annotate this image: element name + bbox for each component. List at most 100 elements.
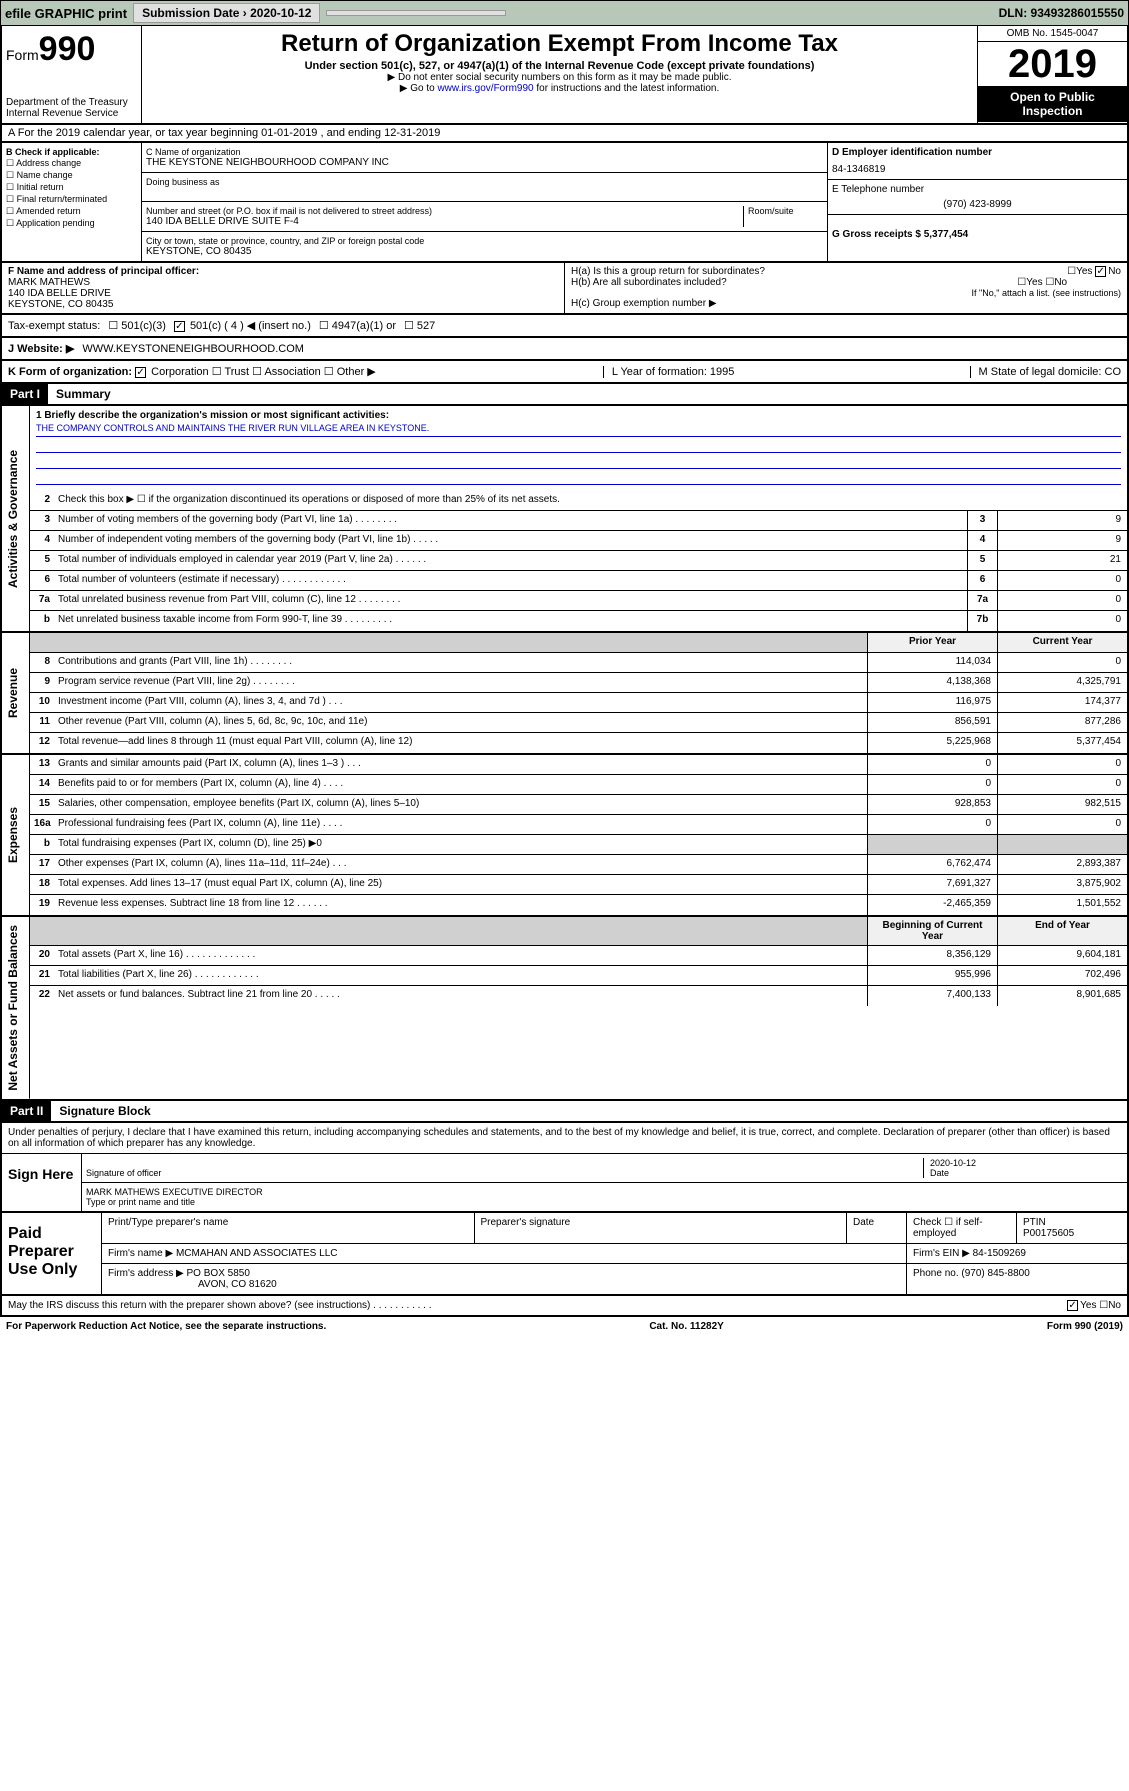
line-2: 2 Check this box ▶ ☐ if the organization…	[30, 491, 1127, 511]
paid-label: Paid Preparer Use Only	[2, 1213, 102, 1294]
sig-date: 2020-10-12	[930, 1158, 976, 1168]
mission-block: 1 Briefly describe the organization's mi…	[30, 406, 1127, 491]
part1-title: Summary	[48, 384, 119, 404]
hb-row: H(b) Are all subordinates included? ☐Yes…	[571, 277, 1121, 288]
paid-fields: Print/Type preparer's name Preparer's si…	[102, 1213, 1127, 1294]
sig-fields: Signature of officer 2020-10-12Date MARK…	[82, 1154, 1127, 1211]
expenses-section: Expenses 13Grants and similar amounts pa…	[0, 755, 1129, 917]
chk-address[interactable]: ☐ Address change	[6, 158, 137, 169]
sig-date-label: Date	[930, 1168, 949, 1178]
form-header: Form990 Department of the Treasury Inter…	[0, 26, 1129, 125]
revenue-tab: Revenue	[2, 633, 30, 753]
firm-name: MCMAHAN AND ASSOCIATES LLC	[176, 1248, 338, 1259]
firm-label: Firm's name ▶	[108, 1248, 173, 1259]
header-mid: Return of Organization Exempt From Incom…	[142, 26, 977, 123]
efile-label: efile GRAPHIC print	[5, 6, 127, 21]
tax-501c3[interactable]: ☐ 501(c)(3)	[108, 319, 166, 332]
blank-button[interactable]	[326, 10, 506, 16]
part1-badge: Part I	[2, 384, 48, 404]
k-corp[interactable]: ✓ Corporation	[135, 366, 209, 378]
paid-preparer-block: Paid Preparer Use Only Print/Type prepar…	[0, 1213, 1129, 1296]
line-a: A For the 2019 calendar year, or tax yea…	[0, 125, 1129, 143]
col-end: End of Year	[997, 917, 1127, 945]
footer-right: Form 990 (2019)	[1047, 1321, 1123, 1332]
k-assoc[interactable]: ☐ Association	[252, 366, 321, 378]
paid-header-line: Print/Type preparer's name Preparer's si…	[102, 1213, 1127, 1244]
k-trust[interactable]: ☐ Trust	[212, 366, 249, 378]
chk-final[interactable]: ☐ Final return/terminated	[6, 194, 137, 205]
line-18: 18Total expenses. Add lines 13–17 (must …	[30, 875, 1127, 895]
department: Department of the Treasury Internal Reve…	[6, 97, 137, 119]
firm-addr2: AVON, CO 81620	[198, 1279, 277, 1290]
address-cell: Number and street (or P.O. box if mail i…	[142, 202, 827, 232]
chk-pending[interactable]: ☐ Application pending	[6, 218, 137, 229]
phone-value: (970) 423-8999	[832, 199, 1123, 210]
ptin-value: P00175605	[1023, 1228, 1074, 1239]
line-b: bTotal fundraising expenses (Part IX, co…	[30, 835, 1127, 855]
line1-label: 1 Briefly describe the organization's mi…	[36, 410, 389, 421]
firm-name-line: Firm's name ▶ MCMAHAN AND ASSOCIATES LLC…	[102, 1244, 1127, 1264]
k-label: K Form of organization:	[8, 366, 132, 378]
line-8: 8Contributions and grants (Part VIII, li…	[30, 653, 1127, 673]
tax-status-row: Tax-exempt status: ☐ 501(c)(3) ✓ 501(c) …	[0, 315, 1129, 338]
form-prefix: Form	[6, 47, 39, 63]
submission-button[interactable]: Submission Date › 2020-10-12	[133, 3, 320, 23]
officer-cell: F Name and address of principal officer:…	[2, 263, 565, 313]
info-grid: B Check if applicable: ☐ Address change …	[0, 143, 1129, 263]
website-label: J Website: ▶	[8, 342, 74, 355]
preparer-date-label: Date	[847, 1213, 907, 1243]
org-name-cell: C Name of organization THE KEYSTONE NEIG…	[142, 143, 827, 173]
website-row: J Website: ▶ WWW.KEYSTONENEIGHBOURHOOD.C…	[0, 338, 1129, 361]
ha-no-check[interactable]: ✓	[1095, 266, 1106, 277]
part2-header: Part II Signature Block	[0, 1101, 1129, 1123]
col-prior: Prior Year	[867, 633, 997, 652]
discuss-row: May the IRS discuss this return with the…	[0, 1296, 1129, 1317]
hc-row: H(c) Group exemption number ▶	[571, 298, 1121, 309]
firm-phone-label: Phone no.	[913, 1268, 959, 1279]
mission-line2	[36, 439, 1121, 453]
discuss-yes[interactable]: ✓	[1067, 1300, 1078, 1311]
rev-header: Prior Year Current Year	[30, 633, 1127, 653]
firm-addr1: PO BOX 5850	[187, 1268, 250, 1279]
self-employed[interactable]: Check ☐ if self-employed	[907, 1213, 1017, 1243]
subtitle-2: ▶ Do not enter social security numbers o…	[150, 72, 969, 83]
tax-527[interactable]: ☐ 527	[404, 319, 435, 332]
chk-name[interactable]: ☐ Name change	[6, 170, 137, 181]
sig-name-title: MARK MATHEWS EXECUTIVE DIRECTOR	[86, 1187, 263, 1197]
instructions-link[interactable]: www.irs.gov/Form990	[437, 83, 533, 94]
omb-number: OMB No. 1545-0047	[978, 26, 1127, 42]
line-20: 20Total assets (Part X, line 16) . . . .…	[30, 946, 1127, 966]
firm-phone: (970) 845-8800	[961, 1268, 1029, 1279]
top-bar: efile GRAPHIC print Submission Date › 20…	[0, 0, 1129, 26]
room-label: Room/suite	[748, 206, 823, 216]
firm-ein: 84-1509269	[973, 1248, 1026, 1259]
k-other[interactable]: ☐ Other ▶	[324, 366, 376, 378]
street-address: 140 IDA BELLE DRIVE SUITE F-4	[146, 216, 743, 227]
dba-label: Doing business as	[146, 177, 823, 187]
officer-name: MARK MATHEWS	[8, 277, 90, 288]
city-label: City or town, state or province, country…	[146, 236, 823, 246]
governance-body: 1 Briefly describe the organization's mi…	[30, 406, 1127, 631]
line-15: 15Salaries, other compensation, employee…	[30, 795, 1127, 815]
signature-block: Under penalties of perjury, I declare th…	[0, 1123, 1129, 1213]
preparer-sig-label: Preparer's signature	[475, 1213, 848, 1243]
governance-section: Activities & Governance 1 Briefly descri…	[0, 406, 1129, 633]
chk-amended[interactable]: ☐ Amended return	[6, 206, 137, 217]
website-value: WWW.KEYSTONENEIGHBOURHOOD.COM	[82, 343, 304, 355]
firm-addr-line: Firm's address ▶ PO BOX 5850AVON, CO 816…	[102, 1264, 1127, 1294]
ptin-label: PTIN	[1023, 1217, 1046, 1228]
expenses-body: 13Grants and similar amounts paid (Part …	[30, 755, 1127, 915]
chk-initial[interactable]: ☐ Initial return	[6, 182, 137, 193]
gross-cell: G Gross receipts $ 5,377,454	[828, 215, 1127, 244]
tax-501c[interactable]: ✓ 501(c) ( 4 ) ◀ (insert no.)	[174, 319, 311, 332]
line-17: 17Other expenses (Part IX, column (A), l…	[30, 855, 1127, 875]
sub3-post: for instructions and the latest informat…	[534, 83, 720, 94]
inspection-badge: Open to Public Inspection	[978, 86, 1127, 122]
tax-year: 2019	[978, 42, 1127, 86]
hb-note: If "No," attach a list. (see instruction…	[571, 288, 1121, 298]
line-b: bNet unrelated business taxable income f…	[30, 611, 1127, 631]
subtitle-1: Under section 501(c), 527, or 4947(a)(1)…	[150, 60, 969, 72]
tax-4947[interactable]: ☐ 4947(a)(1) or	[319, 319, 396, 332]
firm-ein-label: Firm's EIN ▶	[913, 1248, 970, 1259]
city-state-zip: KEYSTONE, CO 80435	[146, 246, 823, 257]
